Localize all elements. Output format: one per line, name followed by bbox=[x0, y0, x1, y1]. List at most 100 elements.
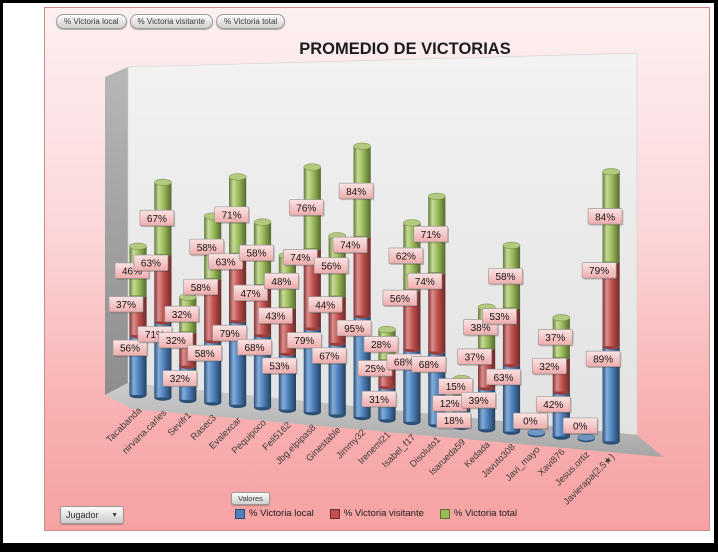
legend-key-local bbox=[235, 508, 245, 519]
data-label: 68% bbox=[237, 339, 273, 357]
svg-text:28%: 28% bbox=[371, 340, 391, 351]
data-label: 84% bbox=[587, 208, 624, 226]
svg-text:68%: 68% bbox=[394, 358, 414, 369]
data-label: 67% bbox=[139, 209, 176, 228]
data-label: 32% bbox=[158, 332, 194, 350]
data-label: 48% bbox=[264, 272, 300, 291]
svg-text:63%: 63% bbox=[141, 259, 161, 270]
svg-text:32%: 32% bbox=[539, 362, 559, 373]
data-label: 28% bbox=[363, 336, 400, 354]
svg-text:39%: 39% bbox=[469, 396, 489, 407]
svg-text:58%: 58% bbox=[246, 249, 266, 260]
bar-javierapa-2-5-[interactable] bbox=[602, 168, 620, 445]
data-label: 18% bbox=[436, 412, 472, 430]
svg-text:58%: 58% bbox=[191, 283, 211, 294]
data-label: 12% bbox=[432, 395, 468, 413]
svg-text:37%: 37% bbox=[116, 300, 136, 311]
svg-text:31%: 31% bbox=[369, 395, 389, 406]
data-label: 32% bbox=[162, 370, 198, 388]
data-label: 43% bbox=[258, 307, 294, 325]
data-label: 56% bbox=[313, 257, 350, 275]
svg-text:84%: 84% bbox=[346, 187, 366, 198]
svg-text:63%: 63% bbox=[216, 257, 236, 268]
data-label: 67% bbox=[311, 347, 348, 365]
data-label: 63% bbox=[208, 253, 244, 271]
data-label: 58% bbox=[239, 244, 275, 263]
svg-text:18%: 18% bbox=[444, 416, 464, 427]
data-label: 39% bbox=[461, 392, 497, 410]
data-label: 76% bbox=[288, 199, 325, 217]
svg-text:71%: 71% bbox=[145, 330, 165, 341]
svg-text:0%: 0% bbox=[523, 417, 538, 428]
data-label: 74% bbox=[332, 236, 369, 255]
svg-text:37%: 37% bbox=[545, 333, 565, 344]
svg-text:67%: 67% bbox=[147, 214, 167, 225]
data-label: 58% bbox=[183, 278, 219, 297]
svg-text:37%: 37% bbox=[465, 352, 485, 363]
svg-text:58%: 58% bbox=[495, 272, 515, 283]
svg-text:74%: 74% bbox=[415, 277, 435, 288]
data-label: 37% bbox=[537, 329, 574, 347]
data-label: 58% bbox=[488, 268, 524, 286]
data-label: 74% bbox=[282, 249, 319, 267]
svg-text:25%: 25% bbox=[365, 364, 385, 375]
bar-jesus-ortiz[interactable] bbox=[577, 433, 596, 443]
svg-text:53%: 53% bbox=[489, 312, 509, 323]
svg-text:79%: 79% bbox=[294, 336, 314, 347]
svg-text:79%: 79% bbox=[589, 266, 609, 277]
pivot-chart: % Victoria local % Victoria visitante % … bbox=[44, 7, 710, 531]
filter-button-victoria-total[interactable]: % Victoria total bbox=[215, 14, 286, 29]
svg-text:43%: 43% bbox=[265, 312, 285, 323]
svg-text:68%: 68% bbox=[244, 343, 264, 354]
svg-text:Javierapa(2,5★): Javierapa(2,5★) bbox=[562, 452, 617, 507]
legend-item-visitante: % Victoria visitante bbox=[329, 508, 424, 519]
legend-key-total bbox=[439, 508, 450, 519]
svg-text:63%: 63% bbox=[493, 373, 513, 384]
axis-field-button-jugador[interactable]: Jugador ▼ bbox=[60, 506, 124, 524]
svg-text:89%: 89% bbox=[593, 355, 613, 366]
svg-text:42%: 42% bbox=[543, 400, 563, 411]
svg-text:84%: 84% bbox=[595, 212, 615, 223]
pivot-filter-buttons: % Victoria local % Victoria visitante % … bbox=[56, 14, 286, 29]
data-label: 47% bbox=[233, 284, 269, 303]
svg-text:95%: 95% bbox=[344, 324, 364, 335]
data-label: 32% bbox=[531, 357, 568, 376]
data-label: 71% bbox=[214, 206, 250, 224]
svg-text:74%: 74% bbox=[290, 253, 310, 264]
svg-text:68%: 68% bbox=[419, 360, 439, 371]
legend-item-local: % Victoria local bbox=[235, 508, 314, 519]
chart-title: PROMEDIO DE VICTORIAS bbox=[299, 40, 511, 58]
svg-text:38%: 38% bbox=[471, 323, 491, 334]
legend: % Victoria local % Victoria visitante % … bbox=[235, 508, 517, 519]
data-label: 71% bbox=[413, 226, 449, 244]
data-label: 95% bbox=[336, 319, 373, 338]
svg-text:76%: 76% bbox=[296, 203, 316, 214]
svg-text:74%: 74% bbox=[340, 241, 360, 252]
svg-text:71%: 71% bbox=[421, 230, 441, 241]
filter-button-victoria-visitante[interactable]: % Victoria visitante bbox=[129, 14, 213, 29]
svg-text:56%: 56% bbox=[390, 294, 410, 305]
data-label: 42% bbox=[535, 396, 572, 414]
data-label: 56% bbox=[112, 339, 149, 357]
data-label: 53% bbox=[482, 308, 518, 326]
data-label: 79% bbox=[581, 262, 618, 280]
category-label-javierapa-2-5-: Javierapa(2,5★) bbox=[562, 452, 617, 507]
svg-text:47%: 47% bbox=[240, 289, 260, 300]
data-label: 68% bbox=[411, 356, 447, 374]
data-label: 32% bbox=[164, 305, 200, 324]
data-label: 74% bbox=[407, 272, 443, 291]
filter-button-victoria-local[interactable]: % Victoria local bbox=[56, 14, 127, 29]
values-field-button[interactable]: Valores bbox=[231, 492, 270, 505]
data-label: 89% bbox=[585, 350, 622, 369]
svg-text:71%: 71% bbox=[222, 210, 242, 221]
legend-key-visitante bbox=[329, 508, 340, 519]
data-label: 0% bbox=[562, 417, 599, 435]
data-label: 58% bbox=[187, 344, 223, 363]
svg-text:56%: 56% bbox=[120, 344, 140, 355]
svg-text:67%: 67% bbox=[319, 351, 339, 362]
data-label: 15% bbox=[438, 378, 474, 396]
bar-javi-mayo[interactable] bbox=[527, 428, 546, 438]
data-label: 37% bbox=[457, 348, 493, 366]
legend-item-total: % Victoria total bbox=[439, 508, 517, 519]
